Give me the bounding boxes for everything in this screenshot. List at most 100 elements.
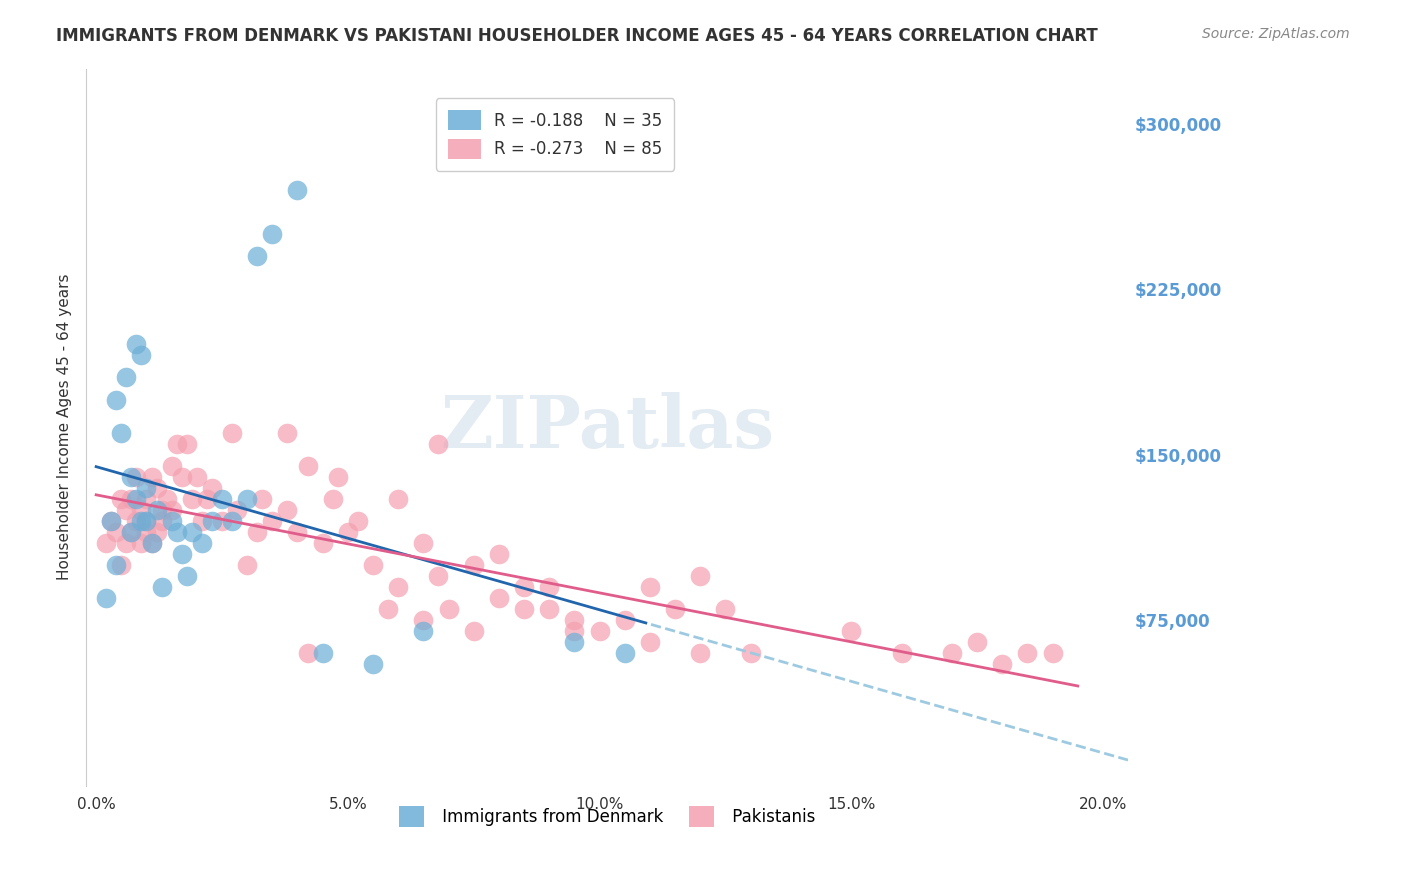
Point [120,470,142,484]
Point [488,547,510,561]
Legend:  Immigrants from Denmark,  Pakistanis: Immigrants from Denmark, Pakistanis [391,797,824,835]
Point [156,491,179,506]
Point [150,580,173,594]
Point [538,602,561,616]
Point [326,470,349,484]
Point [145,481,167,495]
Point [412,536,434,550]
Point [135,481,157,495]
Point [145,503,167,517]
Point [125,491,148,506]
Point [221,425,243,440]
Point [160,458,183,473]
Point [105,392,128,407]
Point [246,249,269,263]
Point [588,624,610,639]
Point [564,624,586,639]
Point [638,635,661,649]
Point [166,524,188,539]
Point [131,536,153,550]
Point [221,514,243,528]
Point [201,481,224,495]
Point [613,613,636,627]
Point [412,624,434,639]
Point [150,503,173,517]
Point [246,524,269,539]
Point [1042,646,1064,660]
Point [564,613,586,627]
Point [387,580,409,594]
Point [135,514,157,528]
Point [276,503,298,517]
Point [115,503,138,517]
Point [427,569,450,583]
Point [287,524,309,539]
Point [236,558,259,573]
Point [714,602,737,616]
Point [195,491,218,506]
Point [664,602,686,616]
Point [170,470,193,484]
Point [839,624,862,639]
Point [180,524,202,539]
Point [322,491,344,506]
Point [966,635,988,649]
Point [115,370,138,384]
Point [135,491,157,506]
Point [613,646,636,660]
Point [297,646,319,660]
Point [150,514,173,528]
Point [141,470,163,484]
Point [176,436,198,450]
Point [262,514,284,528]
Point [135,524,157,539]
Point [186,470,208,484]
Point [120,491,142,506]
Point [120,524,142,539]
Point [564,635,586,649]
Point [941,646,963,660]
Point [131,503,153,517]
Point [689,569,711,583]
Point [226,503,249,517]
Point [262,227,284,241]
Point [125,470,148,484]
Point [160,503,183,517]
Point [427,436,450,450]
Point [689,646,711,660]
Text: ZIPatlas: ZIPatlas [440,392,775,463]
Point [361,657,384,672]
Point [252,491,274,506]
Point [131,348,153,362]
Point [105,524,128,539]
Point [513,602,536,616]
Point [115,536,138,550]
Point [488,591,510,606]
Point [311,536,333,550]
Point [437,602,460,616]
Point [1017,646,1039,660]
Point [100,514,122,528]
Point [191,536,214,550]
Point [176,569,198,583]
Point [131,514,153,528]
Point [141,536,163,550]
Point [890,646,912,660]
Point [125,337,148,351]
Y-axis label: Householder Income Ages 45 - 64 years: Householder Income Ages 45 - 64 years [58,274,72,581]
Point [110,558,132,573]
Point [211,491,233,506]
Point [100,514,122,528]
Point [538,580,561,594]
Point [110,425,132,440]
Point [170,547,193,561]
Point [96,536,118,550]
Point [412,613,434,627]
Point [377,602,399,616]
Point [110,491,132,506]
Point [135,514,157,528]
Text: Source: ZipAtlas.com: Source: ZipAtlas.com [1202,27,1350,41]
Point [387,491,409,506]
Point [463,558,485,573]
Point [347,514,370,528]
